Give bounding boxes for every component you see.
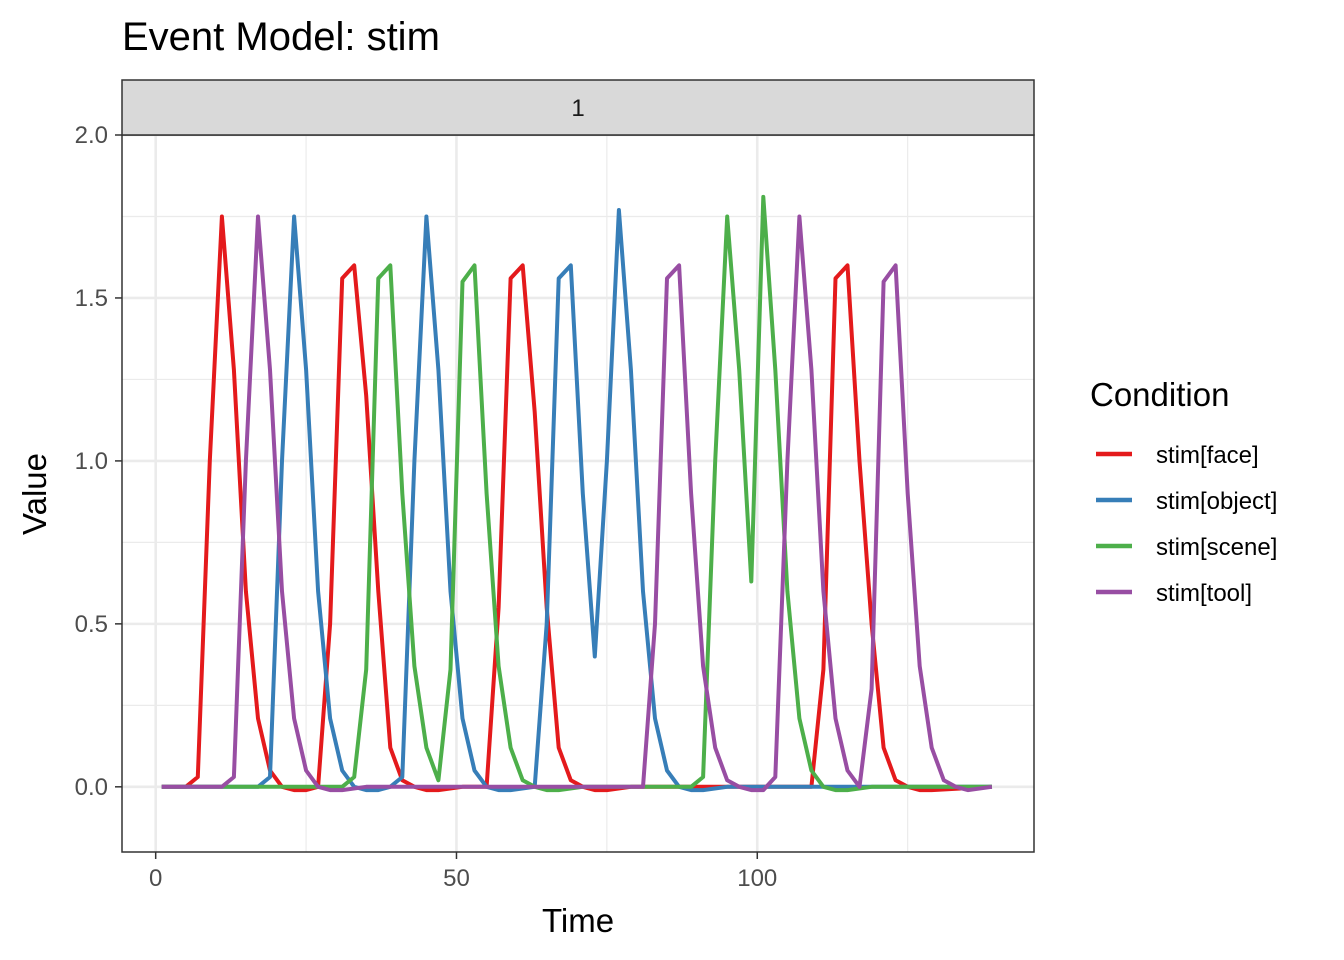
legend-label-1: stim[face] <box>1156 442 1259 469</box>
x-tick-label: 0 <box>149 865 162 892</box>
legend-label-2: stim[object] <box>1156 488 1277 515</box>
x-axis-title: Time <box>542 902 614 939</box>
y-tick-label: 0.0 <box>75 774 108 801</box>
series-line-4 <box>161 214 993 793</box>
series-line-3 <box>161 194 992 793</box>
series-line-2 <box>161 208 992 793</box>
y-tick-label: 1.0 <box>75 448 108 475</box>
chart-title: Event Model: stim <box>122 15 440 59</box>
legend-title: Condition <box>1090 376 1229 413</box>
facet-strip-label: 1 <box>571 95 584 122</box>
legend-label-3: stim[scene] <box>1156 534 1277 561</box>
x-tick-label: 50 <box>443 865 470 892</box>
y-tick-label: 1.5 <box>75 285 108 312</box>
legend: Condition stim[face] stim[object] stim[sce… <box>1090 376 1277 607</box>
y-tick-label: 0.5 <box>75 611 108 638</box>
y-tick-label: 2.0 <box>75 122 108 149</box>
plot-area: 0 50 100 0.0 0.5 1.0 1.5 2.0 <box>75 122 1035 892</box>
facet-strip <box>121 79 1035 136</box>
legend-label-4: stim[tool] <box>1156 580 1252 607</box>
x-tick-label: 100 <box>737 865 777 892</box>
y-axis-title: Value <box>16 453 53 535</box>
